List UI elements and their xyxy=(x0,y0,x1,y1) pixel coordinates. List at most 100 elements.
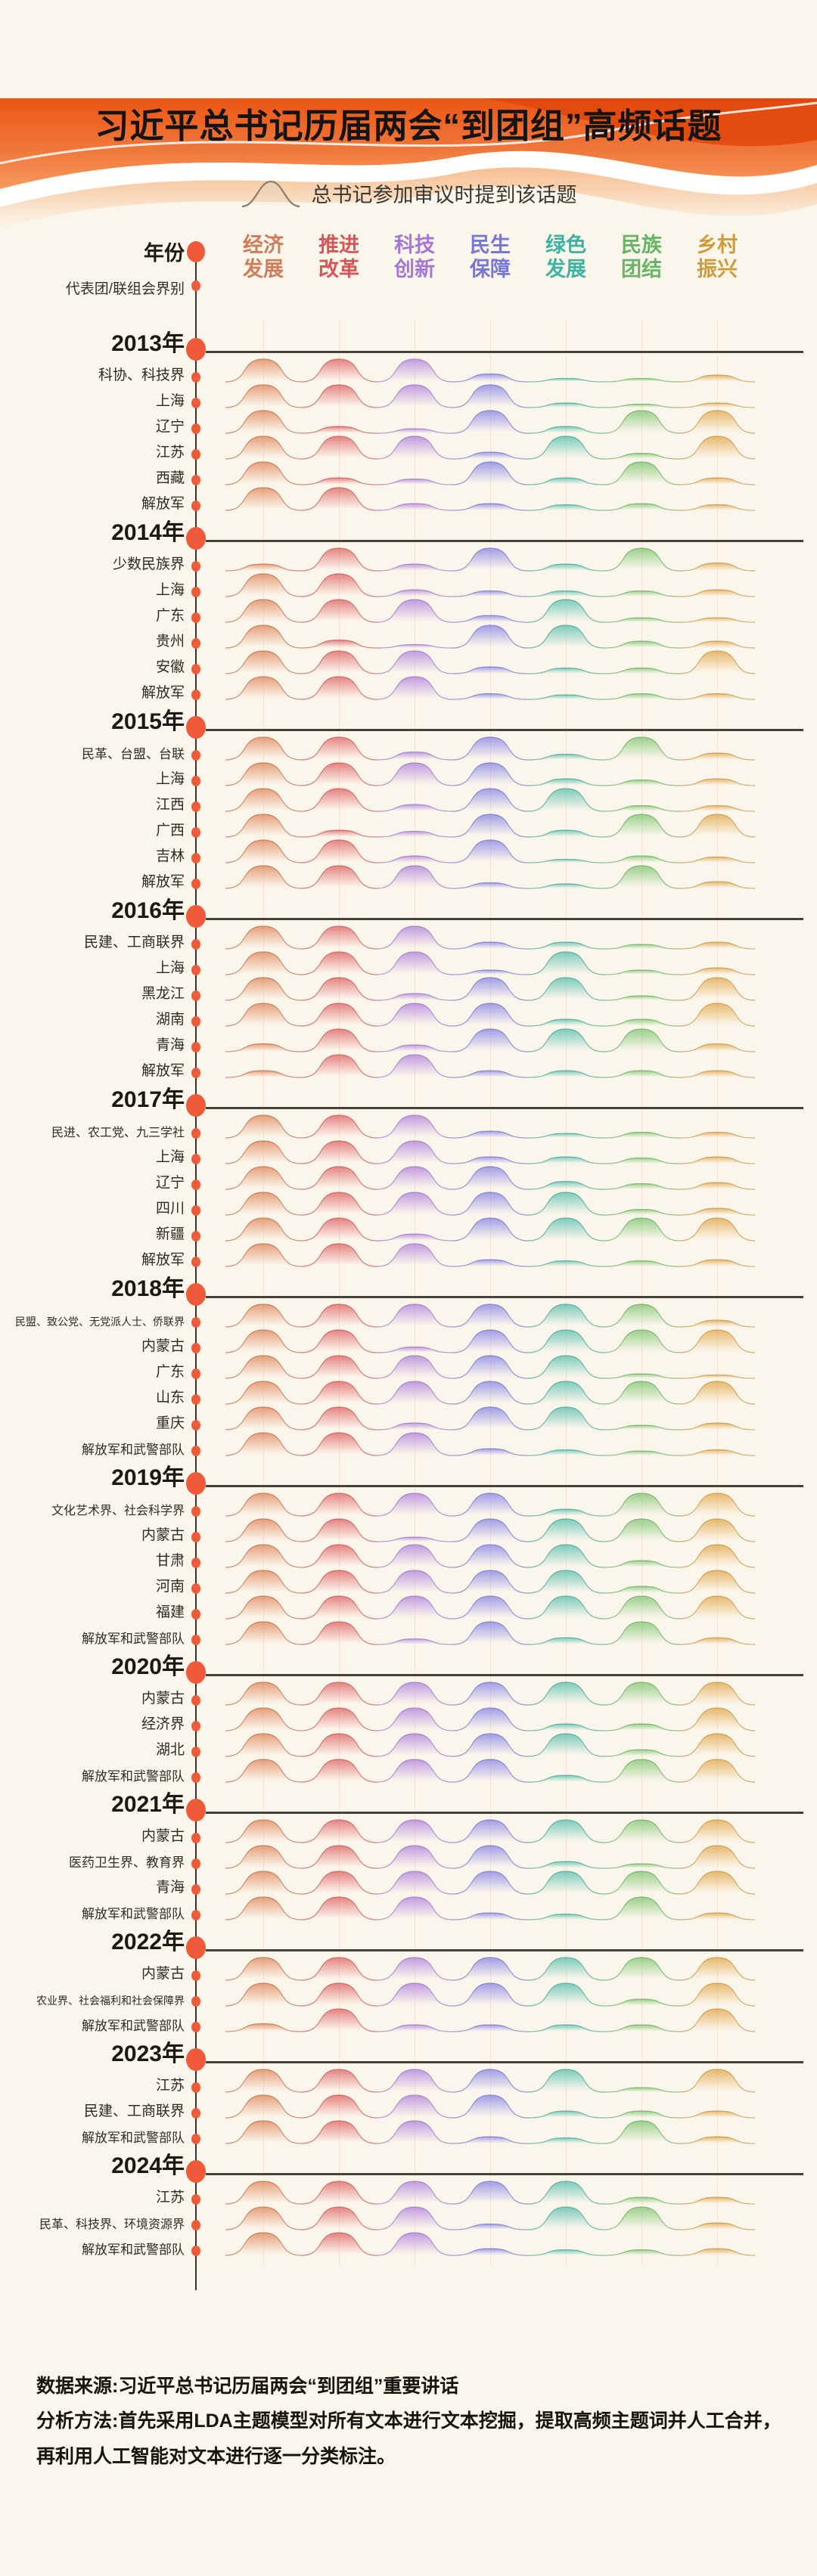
year-section: 2014年 少数民族界 上海 广东 贵州 安徽 解放军 xyxy=(0,509,817,701)
row-label: 新疆 xyxy=(155,1226,185,1242)
year-section: 2020年 内蒙古 经济界 湖北 解放军和武警部队 xyxy=(0,1643,817,1784)
year-axis-label: 年份 xyxy=(144,242,185,265)
year-section: 2022年 内蒙古 农业界、社会福利和社会保障界 解放军和武警部队 xyxy=(0,1918,817,2033)
wave-民族团结 xyxy=(603,403,680,408)
row-timeline-dot xyxy=(191,664,200,674)
year-section: 2019年 文化艺术界、社会科学界 内蒙古 甘肃 河南 福建 解放军和武警部队 xyxy=(0,1454,817,1646)
wave-民族团结 xyxy=(603,410,680,434)
year-label: 2022年 xyxy=(111,1930,185,1954)
wave-民族团结 xyxy=(603,1998,680,2007)
wave-推进改革 xyxy=(300,1896,377,1920)
row-wave-plot xyxy=(225,1432,756,1456)
wave-民生保障 xyxy=(452,2181,529,2205)
wave-科技创新 xyxy=(376,1114,453,1139)
wave-绿色发展 xyxy=(527,1544,604,1568)
wave-民生保障 xyxy=(452,1003,529,1027)
wave-推进改革 xyxy=(300,1243,377,1267)
wave-经济发展 xyxy=(225,1217,302,1242)
year-rule xyxy=(206,1812,803,1814)
row-wave-plot xyxy=(225,1166,756,1190)
row-label: 四川 xyxy=(155,1201,185,1217)
wave-绿色发展 xyxy=(527,477,604,485)
wave-绿色发展 xyxy=(527,1733,604,1757)
wave-民生保障 xyxy=(452,1871,529,1895)
wave-乡村振兴 xyxy=(679,504,756,511)
wave-民生保障 xyxy=(452,969,529,975)
wave-科技创新 xyxy=(376,1871,453,1895)
wave-民生保障 xyxy=(452,1682,529,1706)
row-timeline-dot xyxy=(191,1583,200,1594)
wave-推进改革 xyxy=(300,829,377,838)
row-label: 内蒙古 xyxy=(141,1691,185,1706)
wave-经济发展 xyxy=(225,1140,302,1164)
year-timeline-dot xyxy=(186,527,206,550)
year-section: 2017年 民进、农工党、九三学社 上海 辽宁 四川 新疆 解放军 xyxy=(0,1076,817,1268)
row-label: 辽宁 xyxy=(155,419,185,435)
row-timeline-dot xyxy=(191,1446,200,1456)
wave-乡村振兴 xyxy=(679,1329,756,1353)
wave-科技创新 xyxy=(376,1595,453,1620)
row-wave-plot xyxy=(225,358,756,383)
wave-民族团结 xyxy=(603,2196,680,2205)
wave-民生保障 xyxy=(452,839,529,863)
row-timeline-dot xyxy=(191,1068,200,1078)
wave-推进改革 xyxy=(300,1544,377,1568)
row-label: 民革、台盟、台联 xyxy=(82,747,185,761)
wave-科技创新 xyxy=(376,1544,453,1568)
wave-民族团结 xyxy=(603,1018,680,1027)
wave-经济发展 xyxy=(225,410,302,434)
wave-乡村振兴 xyxy=(679,1449,756,1456)
wave-民族团结 xyxy=(603,865,680,889)
year-section: 2015年 民革、台盟、台联 上海 江西 广西 吉林 解放军 xyxy=(0,698,817,890)
year-label: 2019年 xyxy=(111,1465,185,1490)
row-timeline-dot xyxy=(191,2220,200,2230)
row-wave-plot xyxy=(225,1329,756,1353)
wave-绿色发展 xyxy=(527,1637,604,1645)
wave-科技创新 xyxy=(376,951,453,975)
wave-民生保障 xyxy=(452,977,529,1001)
wave-科技创新 xyxy=(376,1140,453,1164)
chart-row: 民进、农工党、九三学社 xyxy=(0,1111,817,1139)
row-label: 民革、科技界、环境资源界 xyxy=(39,2218,185,2231)
row-wave-plot xyxy=(225,2181,756,2205)
wave-经济发展 xyxy=(225,384,302,408)
row-timeline-dot xyxy=(191,965,200,975)
wave-绿色发展 xyxy=(527,599,604,623)
row-wave-plot xyxy=(225,1355,756,1379)
wave-科技创新 xyxy=(376,676,453,700)
wave-推进改革 xyxy=(300,1114,377,1139)
chart-row: 上海 xyxy=(0,947,817,976)
wave-乡村振兴 xyxy=(679,1043,756,1052)
year-rule xyxy=(206,1485,803,1487)
row-label: 江苏 xyxy=(155,445,185,460)
chart-row: 安徽 xyxy=(0,646,817,675)
wave-民生保障 xyxy=(452,1570,529,1594)
wave-绿色发展 xyxy=(527,377,604,383)
wave-科技创新 xyxy=(376,1733,453,1757)
row-timeline-dot xyxy=(191,1558,200,1568)
wave-民生保障 xyxy=(452,1329,529,1353)
wave-绿色发展 xyxy=(527,2181,604,2205)
wave-乡村振兴 xyxy=(679,1871,756,1895)
wave-推进改革 xyxy=(300,1957,377,1981)
wave-科技创新 xyxy=(376,428,453,434)
row-label: 广西 xyxy=(155,823,185,839)
wave-科技创新 xyxy=(376,589,453,597)
row-wave-plot xyxy=(225,1054,756,1078)
wave-推进改革 xyxy=(300,839,377,863)
wave-推进改革 xyxy=(300,1028,377,1052)
wave-乡村振兴 xyxy=(679,589,756,597)
wave-绿色发展 xyxy=(527,2024,604,2032)
wave-乡村振兴 xyxy=(679,410,756,434)
wave-推进改革 xyxy=(300,951,377,975)
wave-民生保障 xyxy=(452,1406,529,1431)
wave-科技创新 xyxy=(376,650,453,674)
year-rule xyxy=(206,1296,803,1298)
wave-民生保障 xyxy=(452,666,529,674)
wave-经济发展 xyxy=(225,625,302,649)
row-wave-plot xyxy=(225,839,756,863)
chart-row: 上海 xyxy=(0,1136,817,1165)
row-timeline-dot xyxy=(191,1609,200,1620)
chart-row: 解放军 xyxy=(0,672,817,701)
row-wave-plot xyxy=(225,547,756,572)
